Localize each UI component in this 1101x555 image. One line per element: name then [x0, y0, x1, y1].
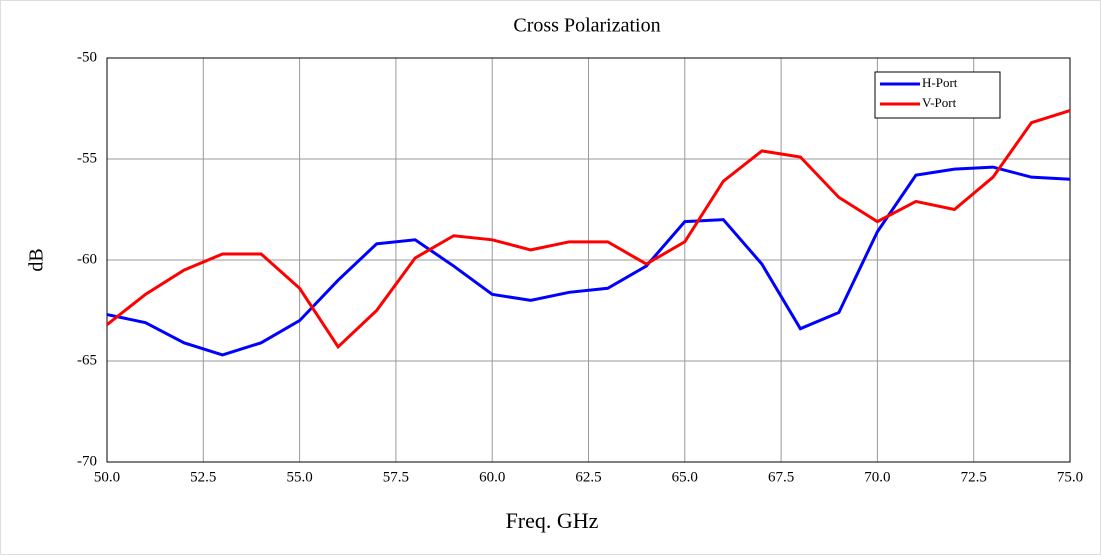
- x-tick-label: 67.5: [768, 469, 794, 485]
- y-tick-label: -70: [77, 453, 97, 469]
- legend-box: [874, 71, 1001, 119]
- y-axis-label: dB: [26, 248, 48, 271]
- x-tick-label: 50.0: [94, 469, 120, 485]
- x-tick-label: 70.0: [864, 469, 890, 485]
- legend-label: V-Port: [922, 95, 957, 110]
- x-tick-label: 60.0: [479, 469, 505, 485]
- series-line: [106, 165, 1071, 357]
- x-tick-label: 57.5: [383, 469, 409, 485]
- x-tick-label: 72.5: [961, 469, 987, 485]
- y-tick-label: -60: [77, 251, 97, 267]
- x-tick-label: 52.5: [190, 469, 216, 485]
- x-axis-label: Freq. GHz: [506, 508, 599, 533]
- plot-border: [106, 57, 1071, 463]
- y-tick-label: -65: [77, 352, 97, 368]
- x-tick-label: 65.0: [672, 469, 698, 485]
- chart-title: Cross Polarization: [513, 15, 660, 37]
- x-tick-label: 62.5: [575, 469, 601, 485]
- legend-label: H-Port: [922, 75, 958, 90]
- y-tick-label: -50: [77, 49, 97, 65]
- x-tick-label: 55.0: [286, 469, 312, 485]
- y-tick-label: -55: [77, 150, 97, 166]
- x-tick-label: 75.0: [1057, 469, 1083, 485]
- series-line: [106, 109, 1071, 350]
